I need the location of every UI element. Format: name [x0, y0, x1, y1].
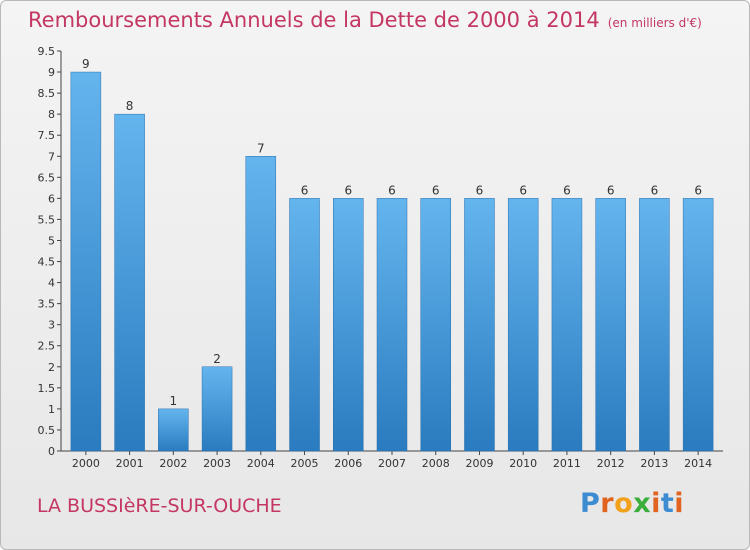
x-tick-label: 2010 — [509, 457, 537, 470]
chart-unit: (en milliers d'€) — [607, 16, 702, 30]
bar — [551, 198, 583, 452]
axes: 0 0.5 1 1.5 2 2.5 3 3.5 4 4.5 5 5.5 6 6.5 7 7.5 8 8.5 9 9.5… — [38, 45, 723, 470]
y-tick-label: 4 — [48, 277, 55, 290]
y-tick-label: 0 — [48, 445, 55, 458]
bar — [464, 198, 495, 452]
y-tick-label: 5 — [48, 234, 55, 247]
bar — [639, 198, 670, 452]
chart-title: Remboursements Annuels de la Dette de 20… — [28, 8, 600, 32]
x-tick-label: 2011 — [553, 457, 581, 470]
data-label: 6 — [388, 183, 396, 197]
bar — [201, 366, 233, 452]
bar — [333, 198, 364, 452]
data-label: 6 — [563, 183, 571, 197]
proxiti-logo[interactable]: Proxiti — [580, 488, 684, 519]
chart-title-block: Remboursements Annuels de la Dette de 20… — [28, 8, 702, 32]
y-tick-label: 4.5 — [38, 256, 56, 269]
logo-letter: i — [674, 488, 685, 519]
x-tick-label: 2005 — [291, 457, 319, 470]
y-tick-label: 3 — [48, 319, 55, 332]
data-label: 6 — [301, 183, 309, 197]
bar — [70, 71, 102, 452]
y-tick-label: 9.5 — [38, 45, 56, 58]
bar — [376, 198, 408, 452]
x-tick-label: 2008 — [422, 457, 450, 470]
x-tick-label: 2013 — [640, 457, 668, 470]
y-tick-label: 7 — [48, 150, 55, 163]
data-label: 6 — [651, 183, 659, 197]
logo-letter: r — [600, 488, 615, 519]
bar — [595, 198, 626, 452]
logo-letter: i — [651, 488, 661, 519]
x-tick-label: 2006 — [334, 457, 362, 470]
bar — [245, 156, 277, 452]
data-label: 7 — [257, 141, 265, 155]
bar — [420, 198, 451, 452]
x-tick-label: 2003 — [203, 457, 231, 470]
data-label: 8 — [126, 99, 134, 113]
data-label: 6 — [519, 183, 527, 197]
data-label: 9 — [82, 57, 90, 71]
x-tick-label: 2009 — [465, 457, 493, 470]
logo-letter: P — [580, 488, 601, 519]
data-label: 6 — [607, 183, 615, 197]
y-tick-label: 5.5 — [38, 213, 56, 226]
city-name: LA BUSSIèRE-SUR-OUCHE — [37, 495, 282, 517]
bar — [158, 408, 189, 452]
x-tick-label: 2012 — [597, 457, 625, 470]
y-tick-label: 3.5 — [38, 298, 56, 311]
logo-letter: t — [660, 488, 675, 519]
logo-letter: o — [614, 488, 634, 519]
x-tick-label: 2001 — [116, 457, 144, 470]
data-label: 2 — [213, 352, 221, 366]
bar — [289, 198, 320, 452]
logo-letter: x — [633, 488, 652, 519]
bar — [114, 113, 145, 452]
x-tick-label: 2002 — [159, 457, 187, 470]
data-label: 6 — [476, 183, 484, 197]
bars — [70, 71, 714, 452]
data-label: 1 — [170, 394, 178, 408]
x-tick-label: 2000 — [72, 457, 100, 470]
y-tick-label: 1.5 — [38, 382, 56, 395]
data-labels: 9 8 1 2 7 6 6 6 6 6 6 6 6 6 6 — [82, 57, 702, 408]
y-tick-label: 0.5 — [38, 424, 56, 437]
bar — [682, 198, 714, 452]
y-tick-label: 8 — [48, 108, 55, 121]
bar — [507, 198, 539, 452]
y-tick-label: 9 — [48, 66, 55, 79]
y-tick-label: 7.5 — [38, 129, 56, 142]
y-tick-label: 1 — [48, 403, 55, 416]
x-tick-label: 2014 — [684, 457, 712, 470]
data-label: 6 — [344, 183, 352, 197]
y-tick-label: 8.5 — [38, 87, 56, 100]
y-tick-label: 2 — [48, 361, 55, 374]
x-tick-label: 2004 — [247, 457, 275, 470]
y-tick-label: 6.5 — [38, 171, 56, 184]
data-label: 6 — [694, 183, 702, 197]
x-tick-label: 2007 — [378, 457, 406, 470]
data-label: 6 — [432, 183, 440, 197]
y-tick-label: 2.5 — [38, 340, 56, 353]
y-tick-label: 6 — [48, 192, 55, 205]
